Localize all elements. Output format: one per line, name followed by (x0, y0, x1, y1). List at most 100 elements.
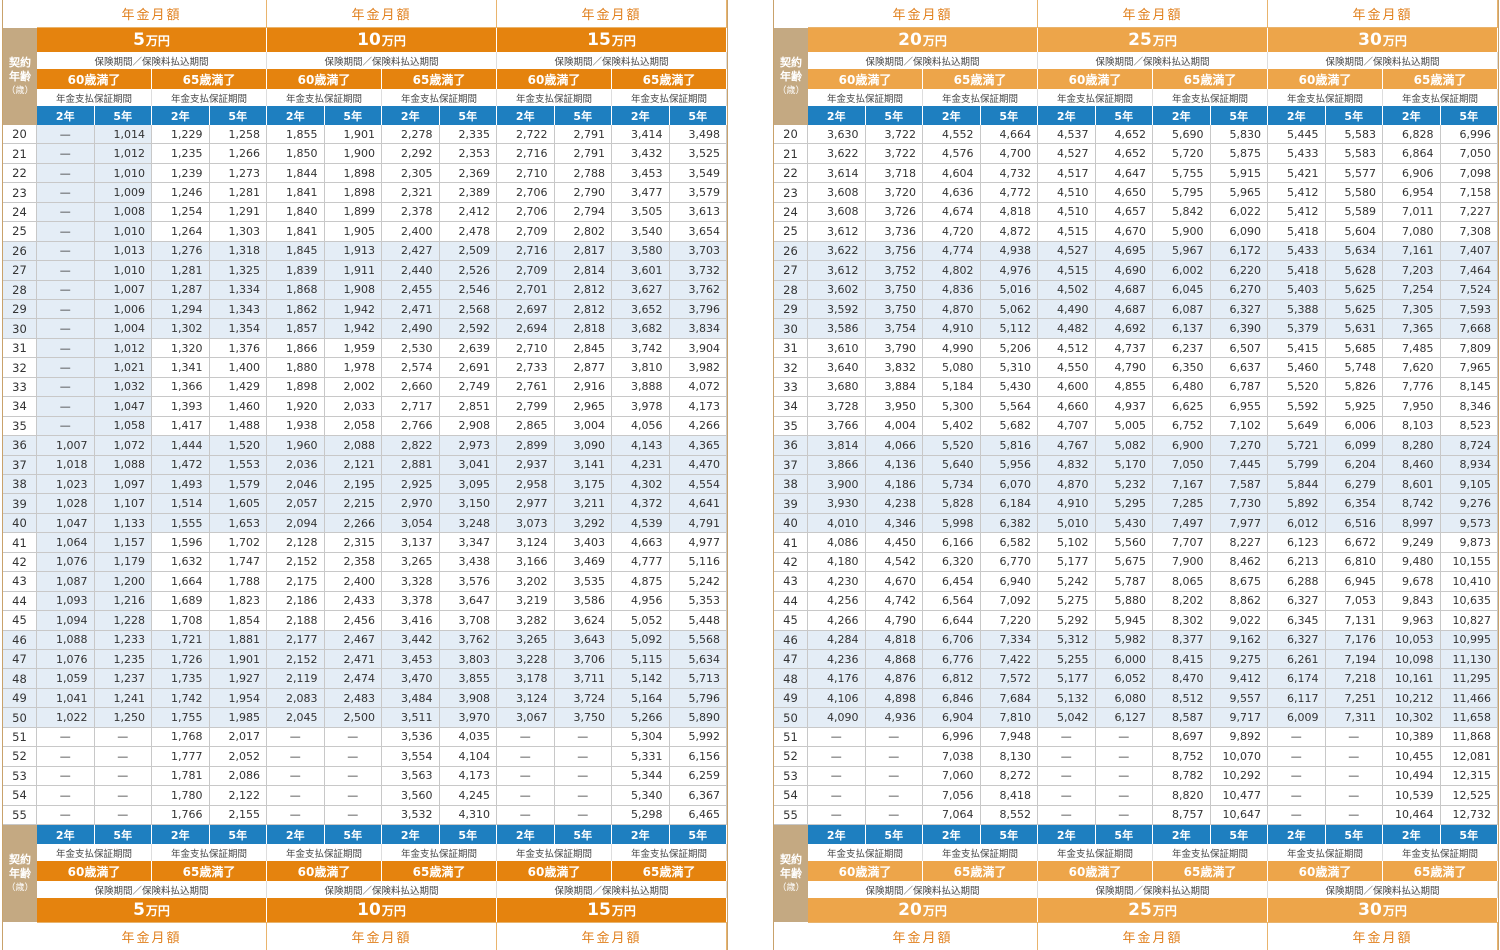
amount-footer: 30 万円 (1268, 898, 1498, 922)
table-cell: 2,046 (267, 475, 325, 495)
table-cell: 2,455 (382, 280, 440, 300)
table-cell: 3,643 (554, 630, 612, 650)
table-cell: 3,982 (669, 358, 727, 378)
table-cell: 2,812 (554, 280, 612, 300)
table-cell: 4,066 (865, 436, 923, 456)
table-cell: 4,245 (439, 786, 497, 806)
table-cell: 1,281 (209, 183, 267, 203)
table-cell: 5,421 (1268, 163, 1326, 184)
table-cell: 7,176 (1325, 630, 1383, 650)
table-cell: 6,022 (1210, 202, 1268, 223)
table-cell: 6,637 (1210, 358, 1268, 378)
table-cell: 4,010 (808, 513, 866, 534)
table-cell: 1,072 (94, 436, 152, 456)
table-cell: 10,053 (1383, 630, 1441, 650)
table-cell: 2,278 (382, 125, 440, 145)
table-cell: 7,285 (1153, 494, 1211, 514)
table-cell: 4,670 (1095, 222, 1153, 242)
table-cell: — (497, 805, 555, 825)
table-cell: 4,870 (923, 300, 981, 320)
table-cell: 6,204 (1325, 455, 1383, 475)
table-cell: 2,908 (439, 416, 497, 437)
table-cell: 6,367 (669, 786, 727, 806)
table-cell: 4,872 (980, 222, 1038, 242)
table-cell: 11,130 (1440, 650, 1498, 670)
table-cell: 3,576 (439, 572, 497, 592)
table-cell: 3,728 (808, 397, 866, 417)
table-cell: 2,639 (439, 338, 497, 359)
table-cell: 1,010 (94, 261, 152, 281)
table-cell: 1,287 (152, 280, 210, 300)
table-cell: 8,552 (980, 805, 1038, 825)
table-cell: 1,014 (94, 125, 152, 145)
table-cell: 5,625 (1325, 300, 1383, 320)
year-header: 2年 (497, 825, 555, 844)
table-cell: 6,090 (1210, 222, 1268, 242)
amount-value: 10 (357, 30, 381, 50)
table-cell: 2,152 (267, 552, 325, 573)
table-cell: — (1268, 766, 1326, 787)
table-cell: 4,539 (612, 513, 670, 534)
amount-unit: 万円 (922, 903, 947, 918)
table-cell: 2,045 (267, 708, 325, 728)
table-cell: 3,166 (497, 552, 555, 573)
table-cell: 3,742 (612, 338, 670, 359)
table-cell: 2,353 (439, 144, 497, 164)
band-60: 60歳満了 (267, 861, 382, 881)
table-cell: 4,176 (808, 669, 866, 689)
table-cell: 1,747 (209, 552, 267, 573)
table-cell: 1,788 (209, 572, 267, 592)
year-header: 5年 (1210, 106, 1268, 125)
table-cell: 7,668 (1440, 319, 1498, 339)
table-cell: 8,752 (1153, 747, 1211, 767)
table-cell: 1,047 (37, 513, 95, 534)
table-cell: — (808, 766, 866, 787)
table-cell: 1,514 (152, 494, 210, 514)
table-cell: 1,841 (267, 183, 325, 203)
table-cell: 4,450 (865, 533, 923, 553)
table-cell: 5,080 (923, 358, 981, 378)
year-header: 2年 (923, 106, 981, 125)
table-cell: 4,136 (865, 455, 923, 475)
table-cell: 1,157 (94, 533, 152, 553)
table-cell: 1,097 (94, 475, 152, 495)
table-cell: 6,480 (1153, 377, 1211, 398)
table-cell: — (554, 727, 612, 748)
table-cell: 10,635 (1440, 591, 1498, 612)
table-cell: 6,828 (1383, 125, 1441, 145)
age-cell: 34 (3, 397, 37, 417)
table-cell: 5,520 (1268, 377, 1326, 398)
table-cell: 5,560 (1095, 533, 1153, 553)
table-cell: 5,010 (1038, 513, 1096, 534)
table-cell: 4,470 (669, 455, 727, 475)
table-cell: — (497, 727, 555, 748)
amount-value: 25 (1128, 900, 1152, 920)
table-cell: 2,877 (554, 358, 612, 378)
table-cell: 7,707 (1153, 533, 1211, 553)
table-cell: 8,724 (1440, 436, 1498, 456)
table-cell: 1,959 (324, 338, 382, 359)
table-cell: 1,735 (152, 669, 210, 689)
table-cell: 5,275 (1038, 591, 1096, 612)
table-cell: 1,844 (267, 163, 325, 184)
guarantee-label: 年金支払保証期間 (152, 89, 267, 106)
table-cell: 1,334 (209, 280, 267, 300)
table-cell: 7,050 (1440, 144, 1498, 164)
band-60: 60歳満了 (808, 861, 923, 881)
year-header: 5年 (324, 825, 382, 844)
age-cell: 51 (774, 727, 808, 748)
table-cell: 4,647 (1095, 163, 1153, 184)
age-cell: 54 (774, 786, 808, 806)
table-cell: 6,237 (1153, 338, 1211, 359)
guarantee-label: 年金支払保証期間 (382, 844, 497, 861)
table-cell: 6,045 (1153, 280, 1211, 300)
table-cell: 5,640 (923, 455, 981, 475)
table-cell: 9,480 (1383, 552, 1441, 573)
guarantee-label: 年金支払保証期間 (612, 89, 727, 106)
table-cell: 4,173 (669, 397, 727, 417)
amount-header: 30 万円 (1268, 28, 1498, 52)
table-cell: 4,346 (865, 513, 923, 534)
period-label: 保険期間／保険料払込期間 (37, 52, 267, 69)
table-cell: 1,258 (209, 125, 267, 145)
table-cell: 5,649 (1268, 416, 1326, 437)
